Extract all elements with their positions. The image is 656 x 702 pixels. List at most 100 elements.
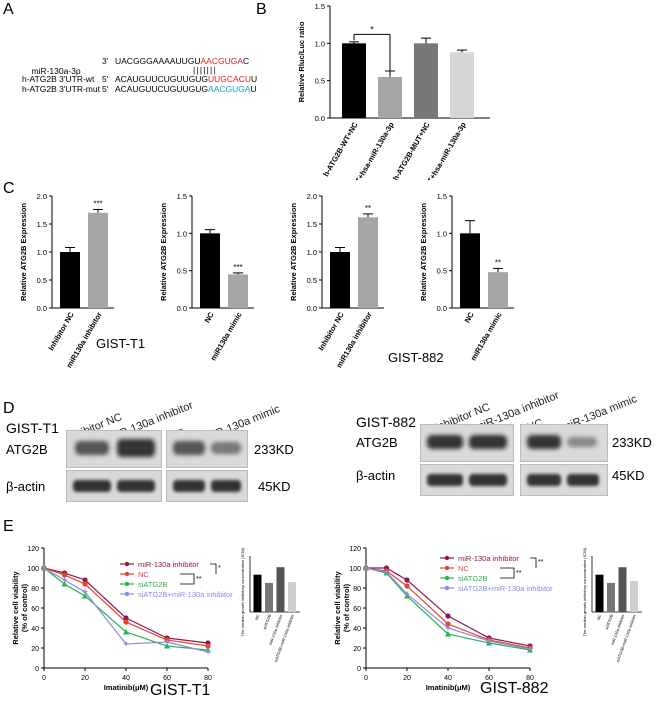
- series-line: [43, 567, 209, 653]
- data-point: ✦: [444, 623, 452, 633]
- bar: [342, 43, 366, 119]
- chart-e2-viability-882: 0 20 40 60 80 100 120 0 20 40 60 80 Imatinib(μM) Rela…: [333, 546, 642, 692]
- data-point: [445, 631, 451, 637]
- bar: [60, 252, 80, 308]
- data-point: ✦: [362, 563, 370, 573]
- seq-seed: AACGUGA: [208, 84, 251, 94]
- legend-label: siATG2B+miR-130a inhibitor: [458, 584, 553, 593]
- seq-black: UACGGGAAAAUUGU: [115, 56, 201, 66]
- y-tick-label: 80: [31, 586, 39, 593]
- y-tick-label: 40: [353, 626, 361, 633]
- inset-bar: [276, 567, 285, 612]
- x-tick-label: 40: [444, 675, 452, 682]
- x-tick-label: h-ATG2B-MUT+NC: [391, 120, 432, 180]
- series-line: [365, 567, 531, 651]
- data-point: [61, 581, 68, 587]
- cell-line-label-c-left: GIST-T1: [96, 336, 146, 351]
- sig-marker: **: [538, 559, 544, 566]
- data-point: [486, 640, 492, 646]
- inset-bar: [288, 582, 296, 612]
- y-tick-label: 0.5: [315, 77, 325, 86]
- seq-mut: ACAUGUUCUGUUGUGAACGUGAU: [115, 84, 257, 94]
- wb-row-actin-left: β-actin: [6, 479, 46, 494]
- inset-y-label: The median growth inhibitory concentrati…: [582, 547, 587, 636]
- data-point: ✦: [40, 563, 48, 573]
- sig-marker: *: [370, 24, 374, 34]
- sig-bracket: [180, 573, 195, 585]
- wb-cell-line-left: GIST-T1: [6, 420, 59, 436]
- inset-x-label: NC: [596, 614, 603, 621]
- cell-line-label-e-left: GIST-T1: [150, 682, 211, 699]
- chart-c1-inhibitor-t1: 0.0 0.5 1.0 1.5 2.0 Relative ATG2B Expression…: [19, 192, 114, 370]
- bar: [200, 233, 220, 308]
- data-point: ✦: [403, 589, 411, 599]
- data-point: ✦: [485, 636, 493, 646]
- seq-tail: U: [250, 84, 257, 94]
- blot-actin-inhibitor-882: [420, 464, 514, 496]
- y-axis-label: Relative ATG2B Expression: [419, 203, 428, 301]
- seq-name: h-ATG2B 3'UTR-mut: [22, 84, 100, 94]
- blot-actin-mimic-882: [520, 464, 608, 496]
- bar: [330, 252, 350, 308]
- wb-mw-45-left: 45KD: [258, 479, 291, 494]
- strand-label: 3': [102, 56, 109, 66]
- x-tick-label: miR130a mimic: [469, 311, 504, 363]
- x-tick-label: 80: [526, 675, 534, 682]
- bar: [88, 212, 108, 308]
- bar: [358, 217, 378, 308]
- seq-black: ACAUGUUCUGUUGUG: [115, 84, 209, 94]
- y-tick-label: 0.0: [315, 114, 325, 123]
- data-point: [527, 647, 533, 653]
- inset-bar: [265, 582, 273, 612]
- y-axis-label: Relative ATG2B Expression: [19, 203, 28, 301]
- legend-marker: [444, 585, 450, 591]
- panel-label-a: A: [3, 1, 14, 18]
- legend-marker: [444, 575, 450, 581]
- y-axis-label: Relative cell viability: [11, 570, 20, 644]
- y-tick-label: 0.5: [437, 267, 447, 276]
- y-tick-label: 1.5: [37, 220, 47, 229]
- bar: [450, 52, 474, 118]
- wb-row-atg2b-right: ATG2B: [356, 435, 398, 450]
- inset-bar: [618, 567, 627, 612]
- y-tick-label: 100: [27, 566, 39, 573]
- legend-label: miR-130a inhibitor: [138, 560, 199, 569]
- chart-e1-viability-t1: 0 20 40 60 80 100 120 0 20 40 60 80 Imatinib(μM) Rela…: [11, 546, 300, 692]
- sig-marker: ***: [93, 199, 102, 208]
- panel-label-d: D: [3, 400, 15, 417]
- x-tick-label: Inhibitor NC: [316, 310, 346, 352]
- bar: [488, 272, 508, 308]
- data-point: [404, 593, 410, 599]
- inset-x-label: siATG2B: [262, 613, 272, 630]
- series-line: [365, 567, 531, 650]
- blot-atg2b-inhibitor-t1: [66, 430, 162, 468]
- bar: [414, 43, 438, 119]
- legend-label: NC: [458, 564, 469, 573]
- y-tick-label: 0.5: [307, 276, 317, 285]
- data-point: [445, 621, 451, 627]
- chart-b-luciferase: 0.0 0.5 1.0 1.5 Relative Rluc/Luc ratio h-ATG…: [297, 2, 490, 180]
- y-tick-label: 60: [31, 606, 39, 613]
- y-tick-label: 1.0: [307, 248, 317, 257]
- y-tick-label: 1.5: [315, 2, 325, 11]
- panel-a-sequences: miR-130a-3p 3' UACGGGAAAAUUGUAACGUGAC ||…: [22, 56, 257, 106]
- legend-marker: [124, 581, 130, 587]
- seq-row-wt: h-ATG2B 3'UTR-wt: [22, 74, 94, 84]
- inset-x-label: siATG2B: [604, 613, 614, 630]
- legend-label: siATG2B: [138, 580, 167, 589]
- cell-line-label-c-right: GIST-882: [388, 350, 444, 365]
- series-line: [43, 567, 209, 651]
- y-tick-label: 0: [35, 666, 39, 673]
- data-point: [445, 613, 451, 619]
- data-point: ✦: [163, 637, 171, 647]
- strand-label: 5': [102, 84, 109, 94]
- y-axis-label: (% of control): [20, 583, 29, 632]
- legend-label: siATG2B: [458, 574, 487, 583]
- y-tick-label: 1.0: [437, 229, 447, 238]
- data-point: [123, 619, 129, 625]
- sig-bracket: [210, 563, 217, 574]
- data-point: [164, 643, 170, 649]
- legend-label: siATG2B+miR-130a inhibitor: [138, 590, 233, 599]
- y-tick-label: 80: [353, 586, 361, 593]
- sig-marker: *: [218, 565, 221, 572]
